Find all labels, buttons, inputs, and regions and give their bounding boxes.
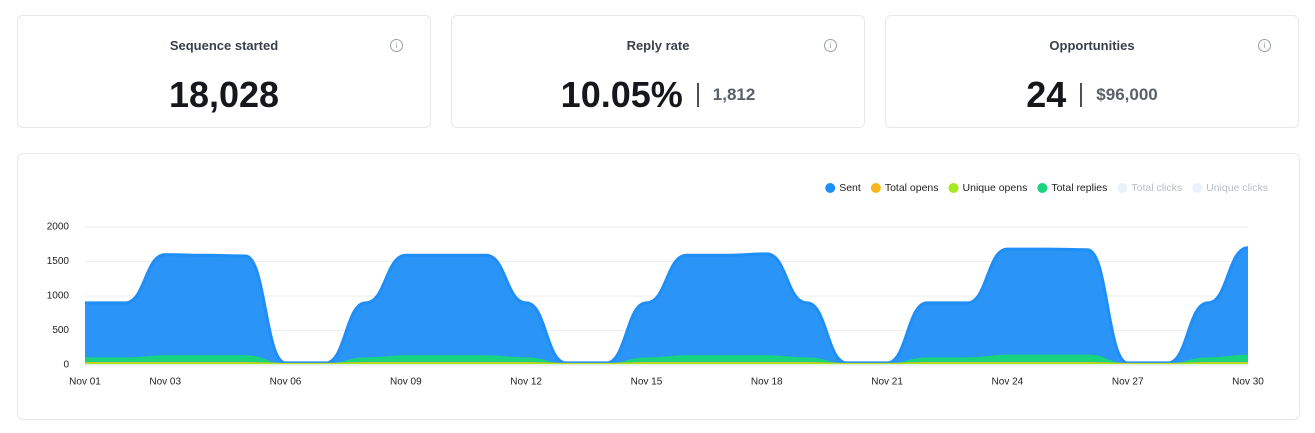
- x-tick-label: Nov 01: [69, 377, 101, 388]
- card-secondary: $96,000: [1096, 85, 1158, 104]
- x-tick-label: Nov 30: [1232, 377, 1264, 388]
- chart-panel: [17, 153, 1300, 420]
- y-tick-label: 1000: [47, 291, 70, 302]
- card-secondary: 1,812: [712, 85, 756, 104]
- card-value: 10.05%: [560, 74, 683, 115]
- x-tick-label: Nov 24: [992, 377, 1024, 388]
- x-tick-label: Nov 15: [631, 377, 663, 388]
- legend-label[interactable]: Unique clicks: [1206, 182, 1268, 194]
- info-icon[interactable]: i: [824, 39, 837, 52]
- info-icon[interactable]: i: [1258, 39, 1271, 52]
- legend-swatch: [1037, 183, 1048, 193]
- legend-swatch: [825, 183, 836, 193]
- x-tick-label: Nov 27: [1112, 377, 1144, 388]
- card-title: Reply rate: [626, 38, 690, 53]
- area-line: [85, 246, 1249, 365]
- legend-label[interactable]: Sent: [839, 182, 861, 194]
- x-tick-label: Nov 09: [390, 377, 422, 388]
- stat-card: Opportunities i 24 $96,000: [885, 15, 1299, 128]
- y-tick-label: 1500: [47, 256, 70, 267]
- legend-label[interactable]: Unique opens: [963, 182, 1028, 194]
- legend-swatch: [1192, 183, 1203, 193]
- separator: [1080, 83, 1083, 107]
- info-icon[interactable]: i: [390, 39, 403, 52]
- legend-swatch: [870, 183, 881, 193]
- y-tick-label: 0: [63, 360, 69, 371]
- x-tick-label: Nov 18: [751, 377, 783, 388]
- x-tick-label: Nov 03: [149, 377, 181, 388]
- legend-swatch: [948, 183, 959, 193]
- y-tick-label: 500: [52, 325, 69, 336]
- card-title: Sequence started: [169, 38, 279, 53]
- y-tick-label: 2000: [47, 222, 70, 233]
- legend-label[interactable]: Total opens: [885, 182, 939, 194]
- legend-swatch: [1117, 183, 1128, 193]
- legend-label[interactable]: Total clicks: [1131, 182, 1182, 194]
- card-value: 18,028: [168, 74, 280, 115]
- card-value: 24: [1026, 74, 1067, 115]
- x-tick-label: Nov 21: [871, 377, 903, 388]
- separator: [696, 83, 699, 107]
- x-tick-label: Nov 12: [510, 377, 542, 388]
- x-tick-label: Nov 06: [270, 377, 302, 388]
- card-title: Opportunities: [1049, 38, 1135, 53]
- stat-card: Sequence started i 18,028: [17, 15, 431, 128]
- area-fill: [85, 247, 1248, 365]
- stat-card: Reply rate i 10.05% 1,812: [451, 15, 865, 128]
- legend-label[interactable]: Total replies: [1051, 182, 1107, 194]
